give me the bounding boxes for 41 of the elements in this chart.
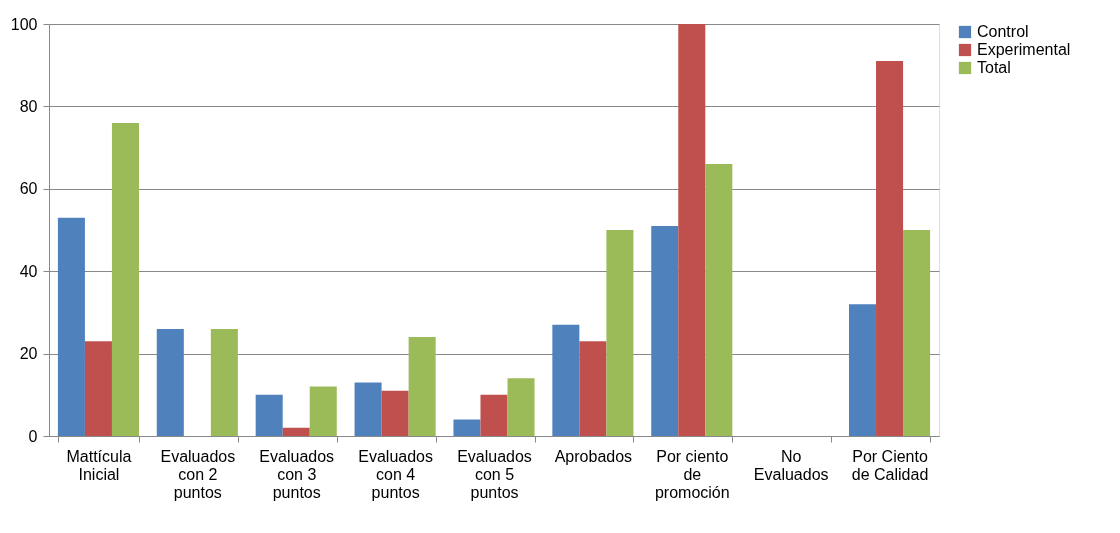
bar <box>678 24 706 436</box>
bar <box>453 419 481 436</box>
x-tick-label: Evaluados con 3 puntos <box>259 447 335 501</box>
x-tick-label: Evaluados con 2 puntos <box>160 447 236 501</box>
bar <box>507 378 535 436</box>
y-tick-label: 80 <box>19 97 38 115</box>
bar <box>156 328 184 436</box>
bar <box>84 341 112 436</box>
bar <box>210 328 238 436</box>
bar <box>111 122 139 436</box>
y-tick-label: 60 <box>19 180 38 198</box>
bar <box>552 324 580 436</box>
x-tick-label: Evaluados con 4 puntos <box>358 447 433 501</box>
legend-label: Total <box>977 59 1011 76</box>
bar <box>606 230 634 436</box>
bar <box>480 394 508 436</box>
bar <box>849 304 877 436</box>
x-tick-label: Por ciento de promoción <box>654 447 730 501</box>
y-tick-label: 40 <box>19 262 38 280</box>
bar <box>57 217 85 436</box>
bar <box>381 390 409 436</box>
bar <box>354 382 382 436</box>
x-tick-label: No Evaluados <box>753 447 829 483</box>
y-tick-label: 20 <box>19 345 38 363</box>
x-tick-label: Mattícula Inicial <box>66 447 132 483</box>
bar <box>876 61 904 436</box>
bar <box>705 164 733 436</box>
bar <box>408 337 436 436</box>
x-tick-label: Aprobados <box>554 447 633 465</box>
bar <box>903 230 931 436</box>
y-tick-label: 0 <box>28 427 38 445</box>
legend-label: Experimental <box>977 41 1071 58</box>
bar <box>309 386 337 436</box>
x-tick-label: Evaluados con 5 puntos <box>457 447 532 501</box>
x-tick-label: Por Ciento de Calidad <box>851 447 929 483</box>
bar <box>255 394 283 436</box>
y-tick-label: 100 <box>10 15 38 33</box>
bar <box>651 225 679 436</box>
bar <box>282 427 310 436</box>
bar <box>579 341 607 436</box>
legend-label: Control <box>977 23 1029 40</box>
